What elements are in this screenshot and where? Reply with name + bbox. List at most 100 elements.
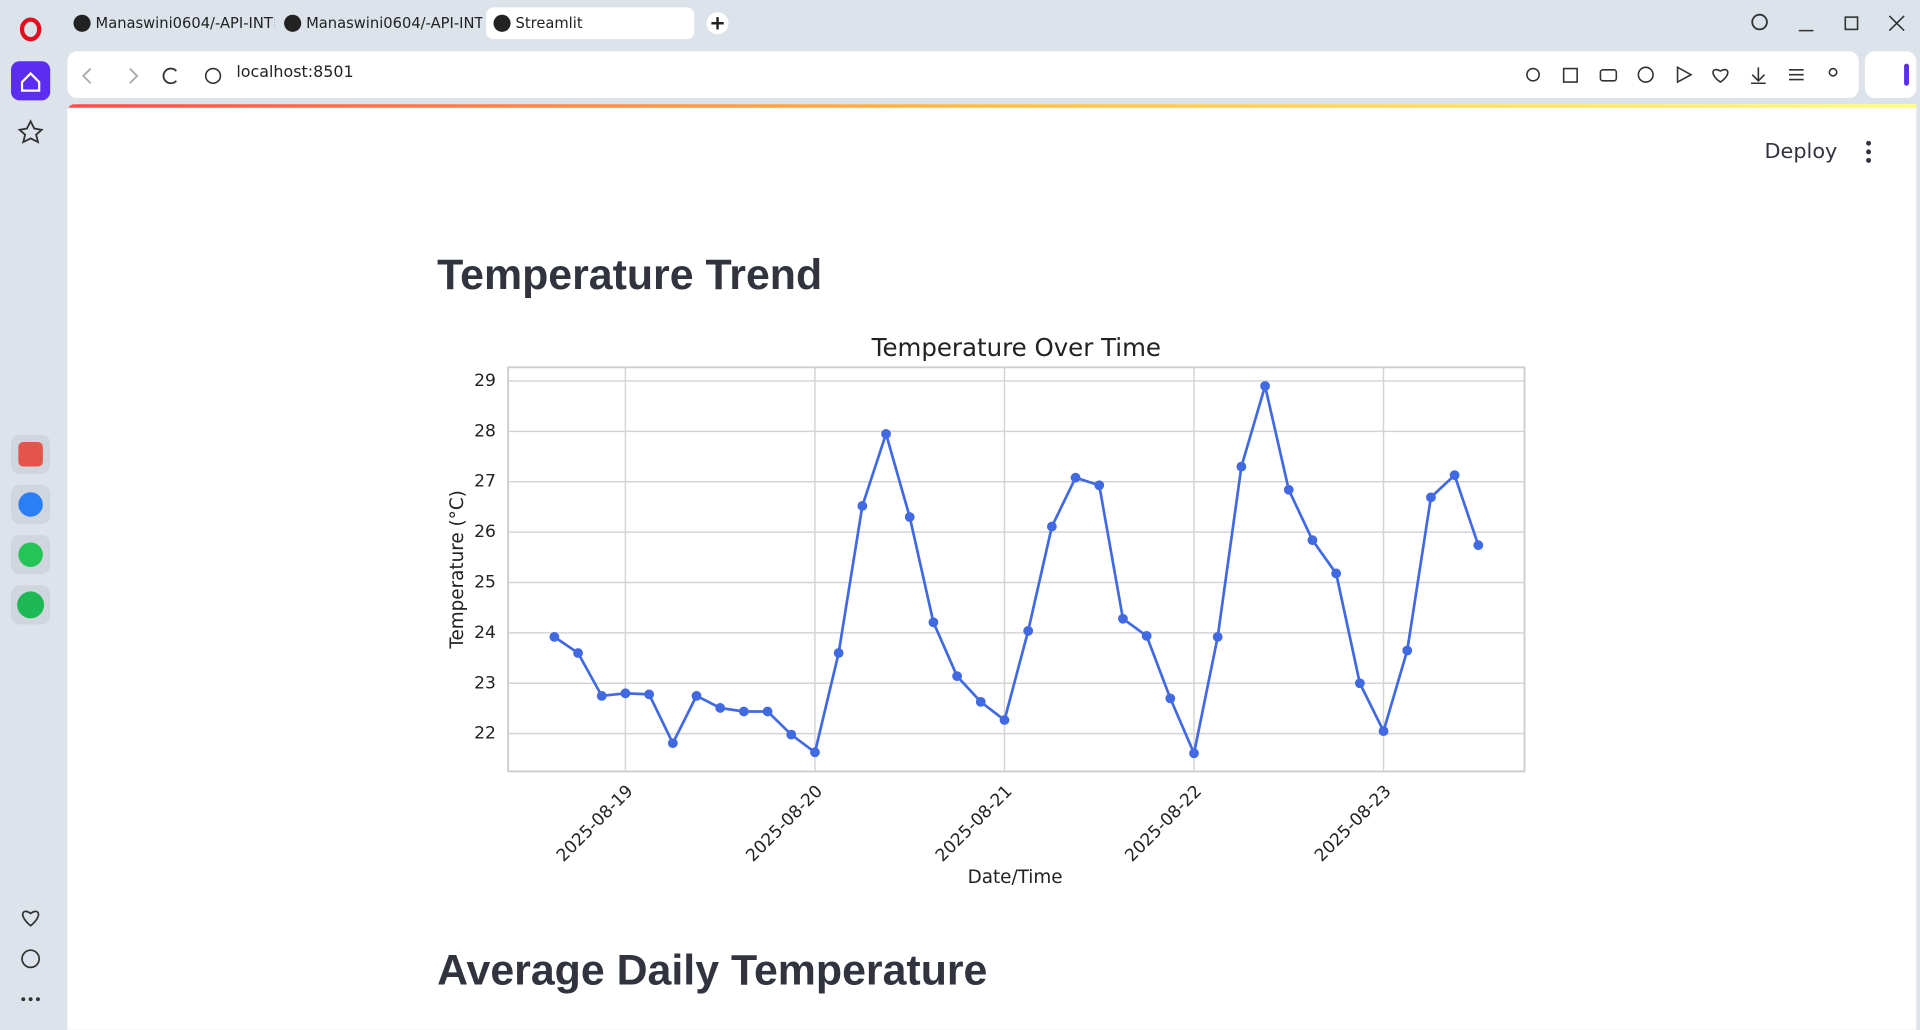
main-menu-button[interactable] <box>1861 138 1876 165</box>
y-tick-label: 27 <box>474 472 496 492</box>
data-point <box>1378 726 1389 737</box>
data-point <box>952 671 962 682</box>
y-tick-label: 24 <box>474 623 496 643</box>
data-point <box>1236 461 1247 472</box>
favorites-button[interactable] <box>21 910 40 927</box>
y-tick-label: 26 <box>474 522 496 542</box>
send-button[interactable] <box>1676 66 1693 84</box>
data-point <box>1260 381 1270 391</box>
data-point <box>904 512 915 522</box>
y-axis-label: Temperature (°C) <box>447 490 468 649</box>
y-tick-label: 22 <box>474 724 496 744</box>
heading: Temperature Trend <box>437 251 823 299</box>
data-point <box>644 689 655 700</box>
data-point <box>738 706 749 717</box>
data-point <box>999 715 1010 725</box>
adblock-button[interactable] <box>1637 66 1654 83</box>
messenger-icon <box>18 492 43 517</box>
data-point <box>573 648 583 658</box>
bookmarks-button[interactable] <box>17 119 44 144</box>
data-point <box>1307 535 1318 546</box>
data-point <box>596 690 607 701</box>
y-tick-label: 28 <box>474 421 496 441</box>
data-point <box>1283 484 1294 495</box>
new-tab-button[interactable] <box>705 10 729 37</box>
y-tick-label: 23 <box>474 673 496 693</box>
data-point <box>833 648 844 658</box>
data-point <box>928 617 939 628</box>
heading: Average Daily Temperature <box>437 946 988 995</box>
address-bar <box>67 51 1859 98</box>
data-point <box>881 428 891 439</box>
data-point <box>1141 630 1152 641</box>
url[interactable]: localhost:8501 <box>236 63 354 83</box>
extensions-button[interactable] <box>1864 51 1917 98</box>
home-button[interactable] <box>11 61 51 101</box>
data-point <box>1402 645 1413 656</box>
deploy-button[interactable]: Deploy <box>1764 139 1838 165</box>
reload-button[interactable] <box>162 67 178 85</box>
profile-button[interactable] <box>1828 67 1838 77</box>
data-point <box>1449 470 1460 481</box>
tab[interactable]: Manaswini0604/-API-INTE <box>69 7 275 39</box>
data-point <box>1473 540 1484 551</box>
spotify-icon <box>17 591 45 619</box>
data-point <box>1046 521 1057 532</box>
chart-title: Temperature Over Time <box>871 333 1161 362</box>
data-point <box>715 703 726 713</box>
active-tab[interactable]: Streamlit <box>486 7 695 40</box>
app-icon <box>18 442 43 467</box>
history-button[interactable] <box>21 949 41 969</box>
toolbar-icons <box>1526 66 1838 85</box>
edit-button[interactable] <box>1562 67 1578 83</box>
zoom-button[interactable] <box>1526 67 1540 82</box>
data-point <box>667 738 678 749</box>
x-axis-label: Date/Time <box>968 867 1063 888</box>
x-tick-label: 2025-08-22 <box>1121 782 1206 867</box>
x-tick-label: 2025-08-19 <box>553 782 638 867</box>
header-decoration <box>67 104 1917 108</box>
y-tick-label: 25 <box>474 572 496 592</box>
data-point <box>549 632 560 642</box>
data-point <box>762 706 773 717</box>
close-button[interactable] <box>1888 15 1905 32</box>
data-point <box>810 747 820 758</box>
tab-title: Manaswini0604/-API-INTE <box>306 14 483 32</box>
data-point <box>1094 480 1105 491</box>
forward-button[interactable] <box>129 67 139 84</box>
whatsapp-icon <box>18 542 43 567</box>
pin-button[interactable] <box>1712 68 1729 83</box>
data-point <box>975 697 986 707</box>
search-button[interactable] <box>1751 13 1768 31</box>
easy-setup-button[interactable] <box>1788 69 1804 81</box>
back-button[interactable] <box>81 67 92 84</box>
download-button[interactable] <box>1751 67 1766 85</box>
data-point <box>1165 693 1176 704</box>
data-point <box>1331 568 1342 579</box>
restore-button[interactable] <box>1844 16 1859 31</box>
plot-area <box>507 366 1526 773</box>
x-tick-label: 2025-08-23 <box>1311 782 1396 867</box>
data-point <box>1212 632 1223 642</box>
data-point <box>620 688 631 699</box>
data-point <box>1023 625 1034 636</box>
data-point <box>1426 492 1436 503</box>
tab-title: Streamlit <box>515 14 583 32</box>
more-button[interactable] <box>21 997 40 1002</box>
data-point <box>1354 678 1365 689</box>
chart: Temperature Over Time Date/Time Temperat… <box>447 333 1526 888</box>
snapshot-button[interactable] <box>1599 69 1618 82</box>
home-icon <box>20 71 41 92</box>
window-controls <box>1751 13 1905 32</box>
site-info[interactable] <box>204 67 222 85</box>
tab[interactable]: Manaswini0604/-API-INTE <box>279 7 482 39</box>
nav-buttons <box>81 67 222 85</box>
sidebar <box>11 17 51 1002</box>
x-tick-label: 2025-08-20 <box>742 782 827 867</box>
data-line <box>553 380 1480 758</box>
opera-logo[interactable] <box>19 17 42 42</box>
tab-title: Manaswini0604/-API-INTE <box>95 14 275 32</box>
data-point <box>1118 613 1128 624</box>
